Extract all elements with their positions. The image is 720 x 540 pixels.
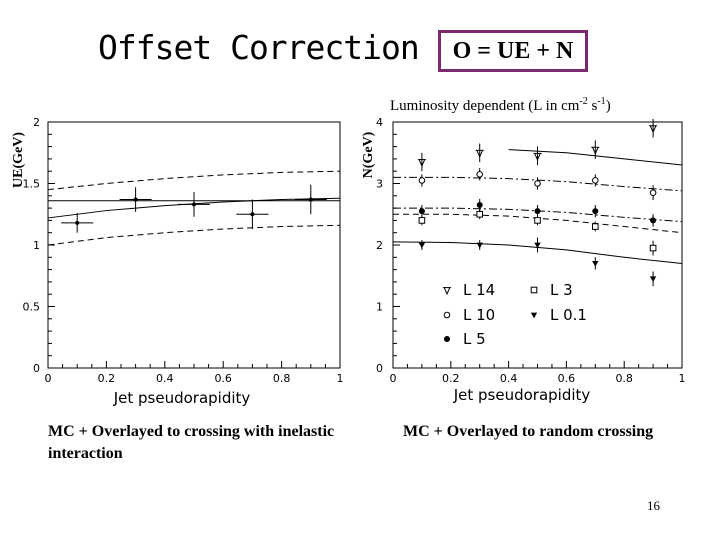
- x-tick-label: 0.2: [442, 372, 460, 385]
- data-point: [650, 217, 657, 224]
- fit-curve-1: [47, 170, 341, 191]
- series-L-14: [417, 118, 658, 172]
- x-tick-label: 0.2: [98, 372, 116, 385]
- formula-text: O = UE + N: [452, 37, 574, 64]
- legend-label: L 5: [463, 330, 486, 348]
- y-tick-label: 2: [376, 239, 383, 252]
- luminosity-note-mid: s: [587, 98, 598, 114]
- data-point: [534, 242, 541, 249]
- data-point: [534, 217, 541, 224]
- y-axis-title: N(GeV): [361, 131, 376, 178]
- data-point: [592, 208, 599, 215]
- x-tick-label: 0.8: [273, 372, 291, 385]
- legend-marker: [530, 286, 538, 294]
- x-tick-label: 0: [390, 372, 397, 385]
- x-tick-label: 1: [337, 372, 344, 385]
- formula-box: O = UE + N: [438, 30, 588, 72]
- series-L-3: [418, 209, 657, 256]
- y-tick-label: 3: [376, 178, 383, 191]
- plot-frame: [47, 121, 341, 369]
- x-tick-label: 0.4: [156, 372, 174, 385]
- data-point: [534, 153, 541, 162]
- data-point: [75, 220, 80, 225]
- caption-left: MC + Overlayed to crossing with inelasti…: [48, 423, 335, 462]
- y-tick-label: 1.5: [23, 178, 41, 191]
- caption-right: MC + Overlayed to random crossing: [403, 423, 654, 440]
- y-tick-label: 1: [376, 301, 383, 314]
- series-L-5: [418, 198, 657, 227]
- data-point: [592, 147, 599, 155]
- data-point: [649, 244, 657, 252]
- page-number: 16: [647, 498, 660, 513]
- data-point: [649, 125, 657, 134]
- data-point: [418, 159, 426, 168]
- data-point: [418, 242, 426, 249]
- legend-label: L 10: [463, 306, 495, 324]
- series-L-0_1: [418, 237, 657, 287]
- chart-1: 0 0.2 0.4 0.6 0.8 1 0 0.5 1 1.5 2 Jet pseudorapidit…: [11, 116, 344, 407]
- x-tick-label: 0.6: [558, 372, 576, 385]
- legend-marker: [530, 312, 538, 319]
- data-point: [476, 170, 484, 178]
- data-point: [192, 202, 196, 207]
- data-point: [649, 189, 657, 197]
- data-point: [476, 210, 483, 218]
- data-point: [250, 212, 255, 217]
- y-tick-label: 2: [33, 116, 40, 129]
- data-point: [133, 197, 138, 202]
- slide-title: Offset Correction: [98, 28, 420, 67]
- data-point: [592, 261, 599, 267]
- x-tick-label: 0.4: [500, 372, 518, 385]
- data-point: [534, 208, 541, 215]
- series-1: [61, 184, 327, 233]
- x-tick-label: 0.6: [214, 372, 232, 385]
- legend-marker: [443, 311, 451, 319]
- luminosity-note: Luminosity dependent (L in cm-2 s-1): [390, 96, 611, 115]
- legend-label: L 0.1: [550, 306, 587, 324]
- y-tick-label: 0.5: [23, 301, 41, 314]
- x-axis-title: Jet pseudorapidity: [113, 389, 251, 407]
- data-point: [592, 223, 599, 230]
- data-point: [308, 197, 313, 202]
- x-tick-label: 0.8: [615, 372, 633, 385]
- legend-marker: [443, 287, 451, 296]
- x-tick-label: 0: [45, 372, 52, 385]
- data-point: [418, 208, 425, 215]
- y-tick-label: 0: [33, 362, 40, 375]
- luminosity-note-pre: Luminosity dependent (L in cm: [390, 98, 580, 114]
- legend-label: L 3: [550, 281, 573, 299]
- data-point: [418, 177, 426, 184]
- chart-2: 0 0.2 0.4 0.6 0.8 1 0 1 2 3 4 Jet pseudorapidity N(G…: [361, 116, 686, 404]
- y-axis-title: UE(GeV): [11, 132, 26, 188]
- luminosity-note-exp1: -2: [579, 96, 588, 107]
- data-point: [534, 180, 541, 187]
- data-point: [649, 276, 657, 283]
- data-point: [476, 242, 483, 249]
- legend-marker: [444, 336, 450, 342]
- x-axis-title: Jet pseudorapidity: [453, 386, 591, 404]
- data-point: [476, 150, 483, 158]
- fit-curve-4: [47, 224, 341, 246]
- data-point: [418, 217, 426, 224]
- data-point: [476, 202, 483, 209]
- data-point: [592, 177, 599, 184]
- y-tick-label: 0: [376, 362, 383, 375]
- luminosity-note-post: ): [605, 98, 611, 114]
- y-tick-label: 1: [33, 239, 40, 252]
- y-tick-label: 4: [376, 116, 383, 129]
- legend: L 14 L 3 L 10 L 0.1 L 5: [443, 281, 587, 348]
- x-tick-label: 1: [679, 372, 686, 385]
- series-L-10: [418, 168, 657, 201]
- legend-label: L 14: [463, 281, 495, 299]
- luminosity-note-exp2: -1: [597, 96, 606, 107]
